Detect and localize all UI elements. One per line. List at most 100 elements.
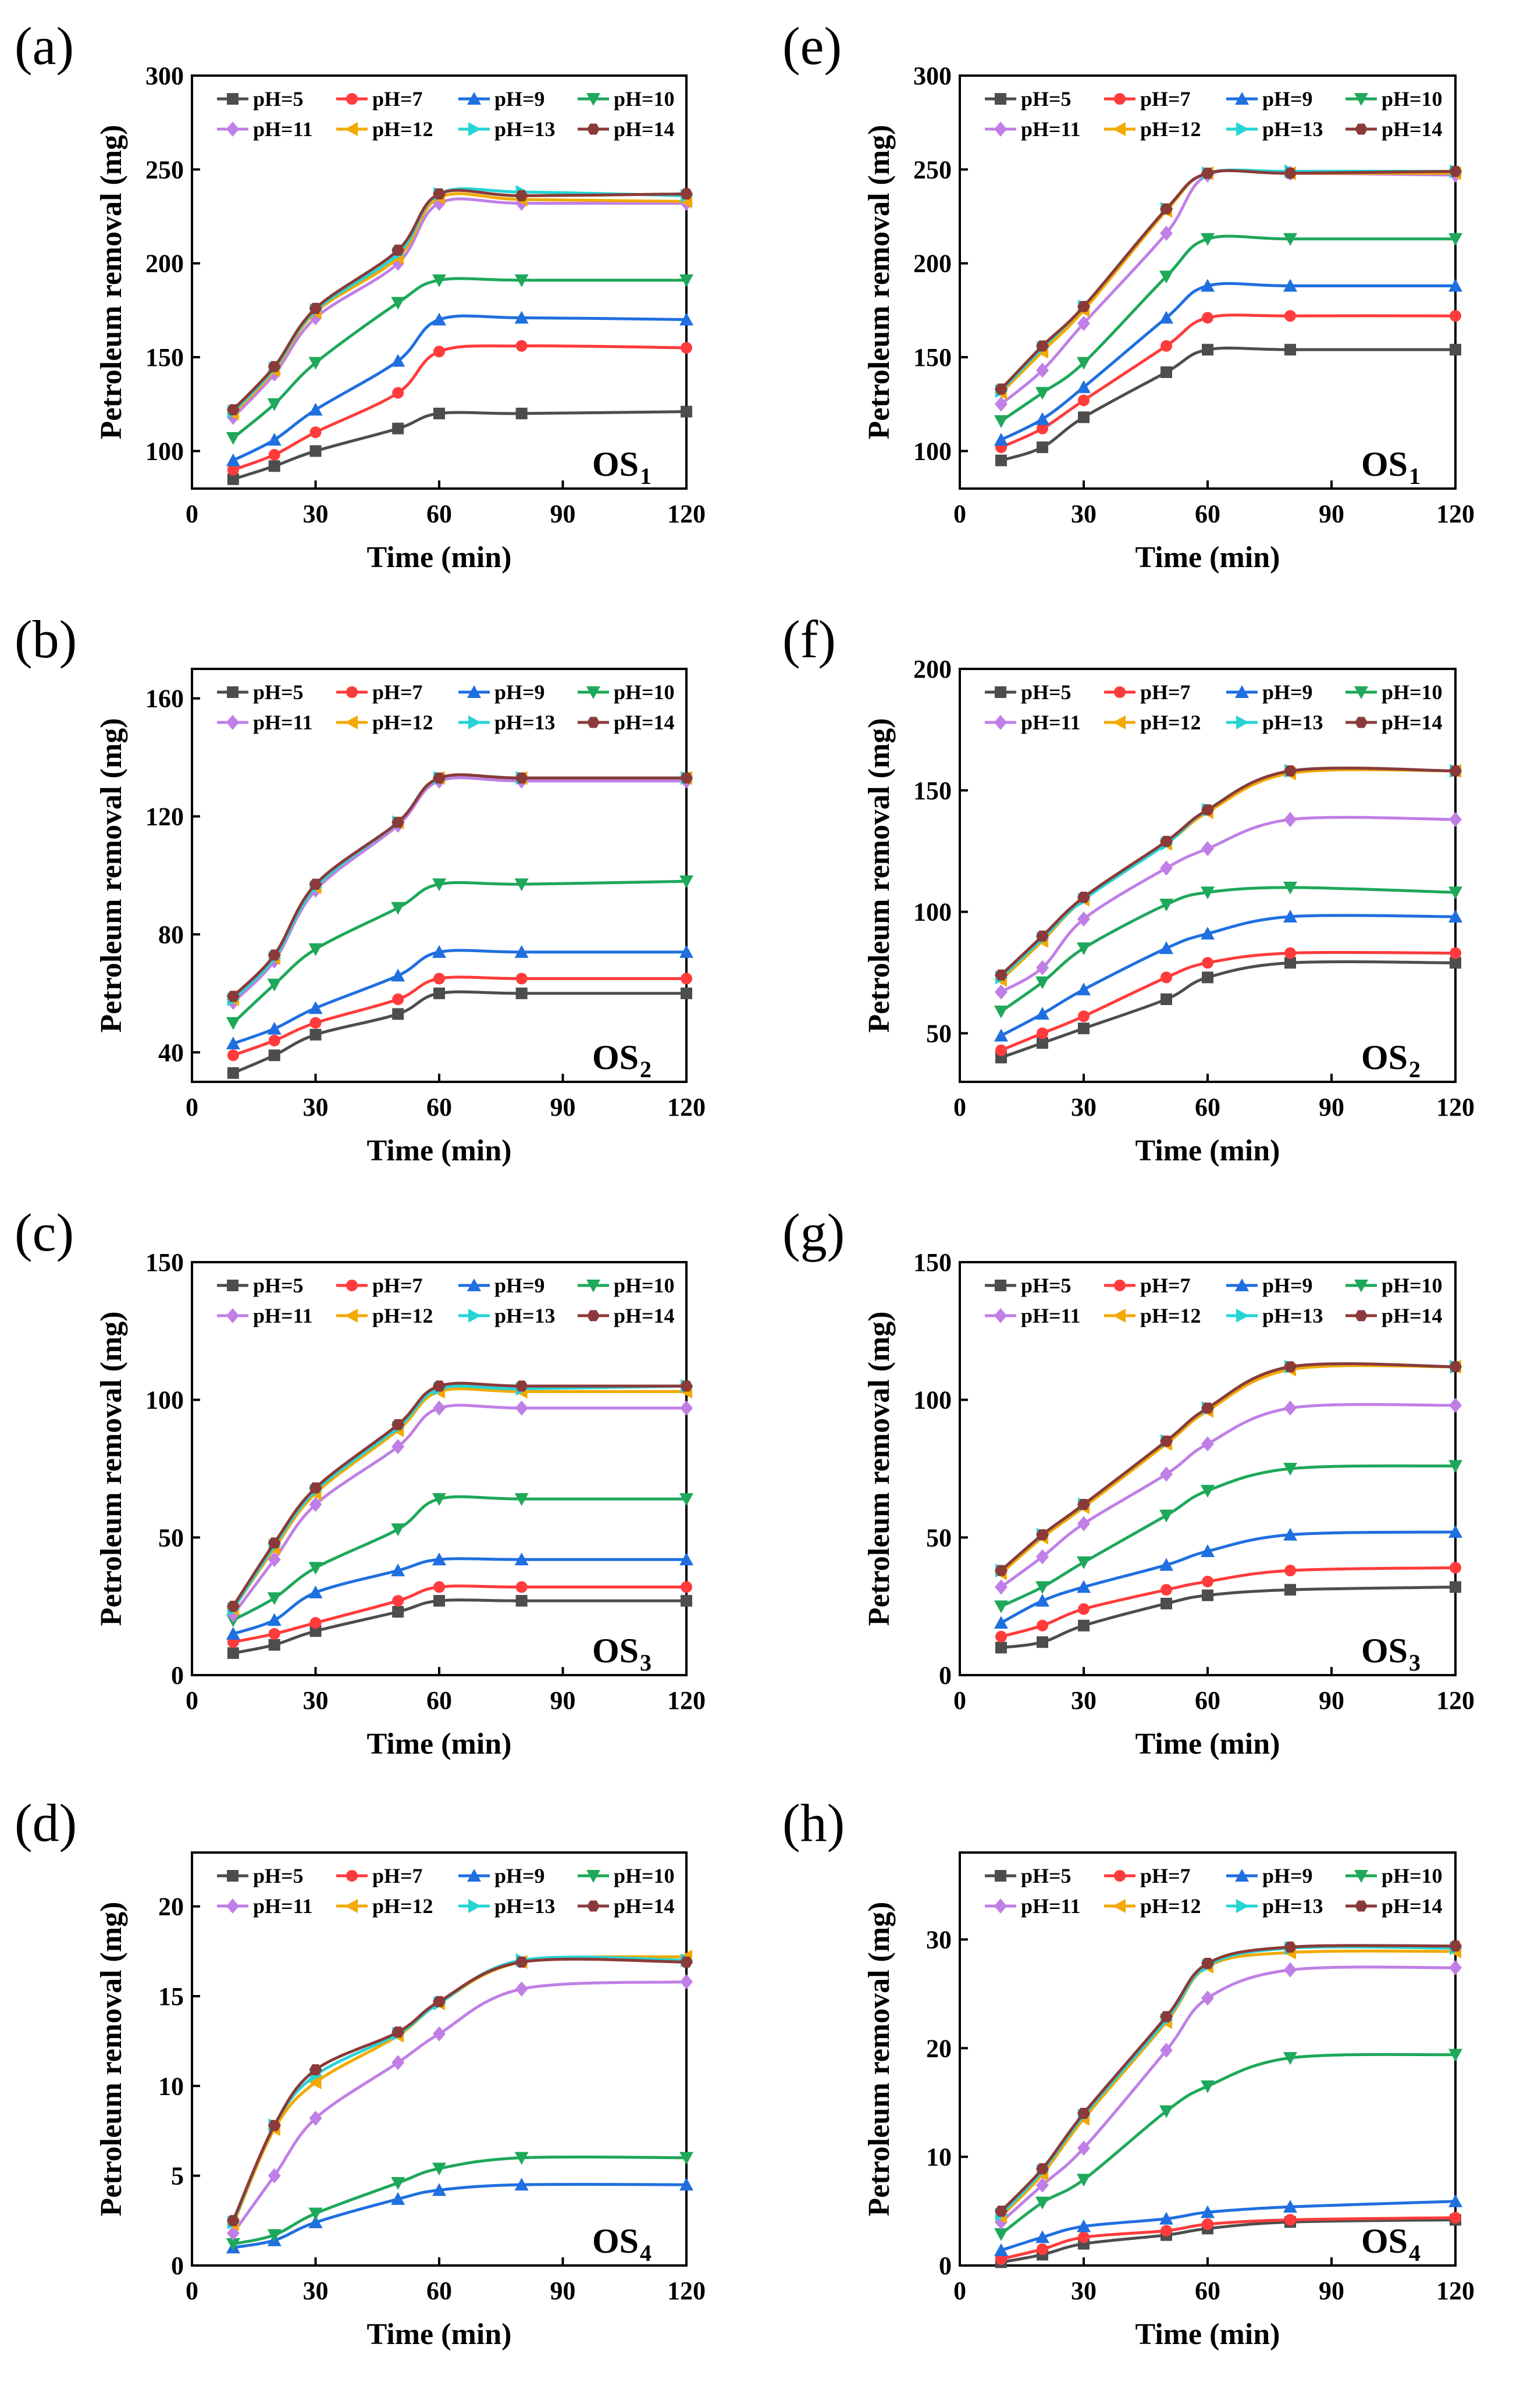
data-point — [1161, 971, 1172, 984]
sample-subscript: 3 — [640, 1650, 652, 1676]
series-line — [1000, 1530, 1456, 1625]
data-point — [309, 445, 322, 457]
data-point — [1283, 1463, 1297, 1476]
data-point — [1448, 910, 1462, 922]
data-point — [1201, 279, 1215, 292]
data-point — [1159, 899, 1173, 912]
x-tick-label: 120 — [667, 1093, 706, 1121]
series-line — [232, 1980, 687, 2234]
legend-label: pH=5 — [253, 87, 304, 111]
data-point — [515, 1400, 528, 1416]
legend-marker — [1354, 93, 1368, 106]
data-point — [227, 464, 239, 476]
data-point — [1160, 1435, 1173, 1447]
data-point — [226, 1601, 240, 1612]
data-point — [433, 345, 445, 358]
data-point — [514, 2151, 529, 2165]
data-point — [308, 2215, 323, 2228]
x-tick-label: 90 — [1319, 500, 1344, 528]
y-axis-label: Petroleum removal (mg) — [863, 1902, 896, 2217]
data-point — [1077, 911, 1090, 927]
y-tick-label: 30 — [926, 1925, 952, 1954]
data-point — [1202, 2218, 1213, 2230]
x-axis-label: Time (min) — [367, 2318, 512, 2351]
legend-marker — [467, 1278, 481, 1291]
data-point — [268, 1628, 280, 1640]
data-point — [267, 2229, 282, 2242]
legend-marker — [345, 1899, 358, 1913]
y-tick-label: 0 — [171, 2252, 184, 2280]
data-point — [680, 772, 693, 784]
data-point — [309, 1028, 322, 1041]
data-point — [995, 1579, 1008, 1595]
legend-label: pH=12 — [372, 1894, 433, 1918]
data-point — [1202, 971, 1213, 984]
x-tick-label: 90 — [1319, 2277, 1344, 2305]
legend-label: pH=5 — [1021, 1274, 1072, 1297]
x-tick-label: 60 — [426, 500, 452, 528]
legend-label: pH=11 — [1021, 1894, 1081, 1918]
legend-label: pH=13 — [1262, 117, 1323, 141]
legend-label: pH=7 — [372, 1864, 423, 1887]
series-line — [232, 188, 687, 411]
series-line — [1001, 1566, 1456, 1638]
x-tick-label: 120 — [667, 2277, 706, 2305]
data-point — [681, 341, 692, 354]
data-point — [1160, 2043, 1173, 2058]
y-tick-label: 150 — [913, 776, 952, 805]
data-point — [1283, 233, 1297, 246]
data-point — [1078, 394, 1090, 407]
series-line — [232, 776, 686, 1003]
data-point — [1077, 1516, 1090, 1531]
y-tick-label: 250 — [145, 155, 184, 184]
data-point — [1160, 836, 1173, 847]
data-point — [1077, 301, 1090, 312]
legend-marker — [346, 1870, 358, 1882]
sample-subscript: 2 — [640, 1056, 652, 1082]
series-line — [1001, 960, 1456, 1059]
data-point — [1448, 279, 1462, 292]
data-point — [1284, 957, 1296, 969]
x-axis-label: Time (min) — [1135, 1727, 1280, 1761]
legend-marker — [468, 1309, 481, 1323]
data-point — [514, 2178, 529, 2191]
data-point — [391, 2177, 405, 2190]
data-point — [392, 1008, 404, 1020]
legend-label: pH=5 — [253, 1274, 304, 1297]
data-point — [515, 340, 528, 352]
panel-label: (b) — [15, 610, 77, 669]
legend-marker — [346, 1280, 358, 1291]
data-point — [1448, 2049, 1462, 2062]
chart-panel: (f) 0 30 60 90 120 50 100 150 200 Time (min) Petrol… — [782, 610, 1475, 1167]
data-point — [1284, 947, 1296, 959]
data-point — [391, 1419, 405, 1430]
data-point — [994, 2228, 1008, 2241]
data-point — [1036, 1549, 1049, 1565]
series-line — [1000, 282, 1455, 441]
legend-marker — [1355, 1310, 1368, 1321]
data-point — [268, 460, 280, 472]
sample-label: OS — [1361, 2222, 1408, 2260]
legend-label: pH=12 — [1140, 1304, 1201, 1327]
legend-label: pH=10 — [1382, 87, 1443, 111]
data-point — [268, 1537, 281, 1549]
data-point — [309, 878, 322, 890]
data-point — [226, 404, 240, 415]
data-point — [1202, 1576, 1213, 1588]
data-point — [1284, 1962, 1297, 1978]
data-point — [391, 354, 405, 367]
data-point — [433, 973, 445, 985]
data-point — [680, 1956, 693, 1968]
series-line — [1000, 766, 1456, 977]
y-tick-label: 50 — [926, 1019, 952, 1048]
data-point — [681, 973, 692, 985]
sample-label: OS — [1361, 1632, 1408, 1670]
data-point — [1078, 1010, 1090, 1023]
y-axis-label: Petroleum removal (mg) — [95, 718, 128, 1033]
series-line — [232, 773, 686, 1000]
data-point — [309, 1482, 322, 1494]
data-point — [268, 1035, 280, 1046]
legend-label: pH=7 — [1140, 87, 1191, 111]
data-point — [1037, 422, 1048, 434]
